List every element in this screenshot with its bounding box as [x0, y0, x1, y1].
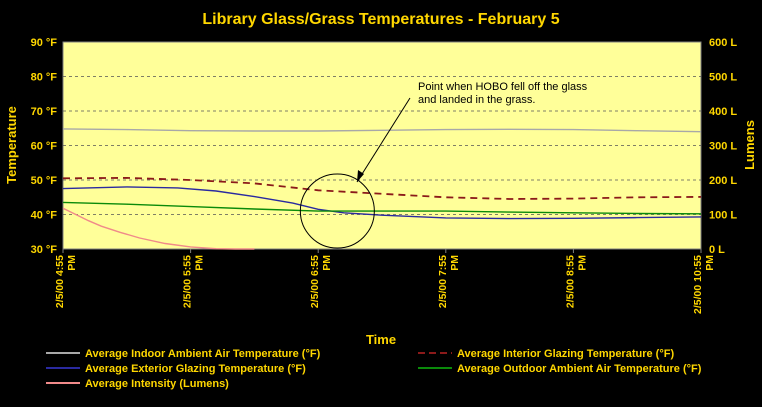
x-tick-label-line2: PM	[66, 255, 78, 271]
y-axis-label: Temperature	[4, 106, 19, 184]
annotation: Point when HOBO fell off the glass and l…	[299, 81, 588, 249]
y2-tick-label: 500 L	[709, 72, 737, 84]
x-axis-ticks: 2/5/00 4:55 PM 2/5/00 5:55 PM 2/5/00 6:55 PM 2…	[54, 249, 716, 314]
y2-tick-label: 0 L	[709, 244, 725, 256]
x-tick-label-line1: 2/5/00 8:55	[564, 255, 576, 308]
x-tick-label: 2/5/00 5:55 PM	[182, 255, 206, 308]
legend-label: Average Intensity (Lumens)	[85, 378, 229, 390]
x-tick-label: 2/5/00 6:55 PM	[309, 255, 333, 308]
x-tick-label-line2: PM	[704, 255, 716, 271]
x-tick-label: 2/5/00 4:55 PM	[54, 255, 78, 308]
series-line-average-indoor-ambient-air-temperature	[62, 128, 702, 133]
y2-axis-ticks: 0 L 100 L 200 L 300 L 400 L 500 L 600 L	[709, 37, 737, 256]
y-tick-label: 40 °F	[31, 210, 58, 222]
legend-label: Average Interior Glazing Temperature (°F…	[457, 348, 674, 360]
x-tick-label-line1: 2/5/00 6:55	[309, 255, 321, 308]
series-line-average-outdoor-ambient-air-temperature	[62, 201, 702, 215]
legend-label: Average Outdoor Ambient Air Temperature …	[457, 363, 702, 375]
y2-tick-label: 200 L	[709, 175, 737, 187]
legend-item-average-intensity: Average Intensity (Lumens)	[46, 378, 229, 390]
series-line-average-interior-glazing-temperature	[62, 176, 702, 200]
x-tick-label-line1: 2/5/00 5:55	[182, 255, 194, 308]
legend-label: Average Exterior Glazing Temperature (°F…	[85, 363, 306, 375]
series-lines	[62, 128, 702, 250]
x-tick-label-line2: PM	[449, 255, 461, 271]
annotation-text-line2: and landed in the grass.	[418, 94, 535, 106]
x-tick-label-line2: PM	[321, 255, 333, 271]
legend-item-average-outdoor-ambient-air-temperature: Average Outdoor Ambient Air Temperature …	[418, 363, 702, 375]
annotation-arrowhead	[357, 170, 364, 182]
y-tick-label: 50 °F	[31, 175, 58, 187]
y-tick-label: 90 °F	[31, 37, 58, 49]
series-line-average-intensity	[62, 207, 255, 250]
x-tick-label-line2: PM	[576, 255, 588, 271]
legend: Average Indoor Ambient Air Temperature (…	[46, 348, 702, 390]
annotation-text-line1: Point when HOBO fell off the glass	[418, 81, 588, 93]
x-tick-label-line2: PM	[194, 255, 206, 271]
x-tick-label: 2/5/00 10:55 PM	[692, 255, 716, 314]
y-tick-label: 30 °F	[31, 244, 58, 256]
y2-axis-label: Lumens	[742, 120, 757, 170]
y-tick-label: 70 °F	[31, 106, 58, 118]
x-axis-label: Time	[366, 332, 396, 347]
y-tick-label: 60 °F	[31, 141, 58, 153]
y2-tick-label: 100 L	[709, 210, 737, 222]
y2-tick-label: 400 L	[709, 106, 737, 118]
annotation-arrow	[356, 97, 411, 183]
y2-tick-label: 300 L	[709, 141, 737, 153]
y-axis-ticks: 30 °F 40 °F 50 °F 60 °F 70 °F 80 °F 90 °F	[31, 37, 58, 256]
legend-item-average-indoor-ambient-air-temperature: Average Indoor Ambient Air Temperature (…	[46, 348, 321, 360]
y2-tick-label: 600 L	[709, 37, 737, 49]
legend-label: Average Indoor Ambient Air Temperature (…	[85, 348, 321, 360]
chart-title: Library Glass/Grass Temperatures - Febru…	[202, 11, 559, 28]
x-tick-label-line1: 2/5/00 10:55	[692, 255, 704, 314]
legend-item-average-interior-glazing-temperature: Average Interior Glazing Temperature (°F…	[418, 348, 674, 360]
x-tick-label-line1: 2/5/00 7:55	[437, 255, 449, 308]
y-tick-label: 80 °F	[31, 72, 58, 84]
legend-item-average-exterior-glazing-temperature: Average Exterior Glazing Temperature (°F…	[46, 363, 306, 375]
x-tick-label: 2/5/00 7:55 PM	[437, 255, 461, 308]
annotation-circle	[299, 173, 375, 249]
x-tick-label: 2/5/00 8:55 PM	[564, 255, 588, 308]
x-tick-label-line1: 2/5/00 4:55	[54, 255, 66, 308]
